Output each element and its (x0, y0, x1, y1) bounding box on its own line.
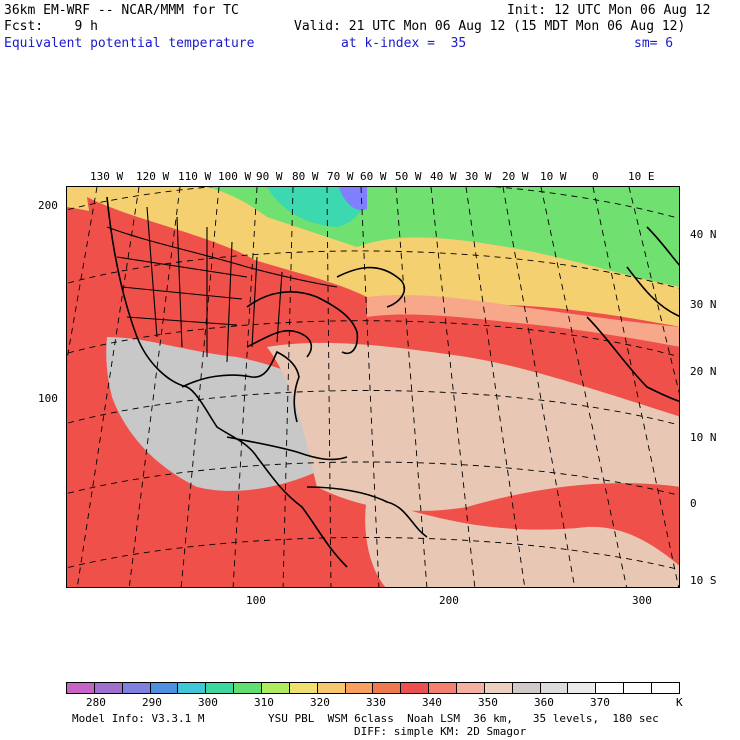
field-band-360 (106, 337, 375, 491)
lat-label: 10 S (690, 574, 717, 587)
lon-label: 80 W (292, 170, 319, 183)
colorbar-swatch (262, 683, 290, 693)
colorbar-swatch (652, 683, 679, 693)
init-time: Init: 12 UTC Mon 06 Aug 12 (507, 3, 711, 18)
lon-label: 130 W (90, 170, 124, 183)
grid-x-label: 100 (246, 594, 266, 607)
colorbar-swatch (568, 683, 597, 693)
colorbar-label: 320 (310, 696, 330, 709)
colorbar-label: 310 (254, 696, 274, 709)
lat-label: 0 (690, 497, 697, 510)
colorbar-swatch (373, 683, 402, 693)
diffusion-info: DIFF: simple KM: 2D Smagor (354, 725, 527, 738)
map-svg (67, 187, 679, 587)
field-band-290 (339, 187, 367, 211)
k-index: at k-index = 35 (341, 36, 467, 51)
colorbar-label: 280 (86, 696, 106, 709)
lon-label: 40 W (430, 170, 457, 183)
colorbar-label: 350 (478, 696, 498, 709)
lat-label: 30 N (690, 298, 717, 311)
lon-label: 50 W (395, 170, 422, 183)
colorbar-swatch (429, 683, 458, 693)
colorbar-swatch (317, 683, 346, 693)
model-title: 36km EM-WRF -- NCAR/MMM for TC (4, 3, 239, 18)
colorbar-swatch (67, 683, 95, 693)
colorbar-swatch (512, 683, 541, 693)
model-info: Model Info: V3.3.1 M (72, 712, 205, 725)
lat-label: 10 N (690, 431, 717, 444)
grid-x-label: 300 (632, 594, 652, 607)
lon-label: 10 W (540, 170, 567, 183)
colorbar-swatch (150, 683, 179, 693)
colorbar-label: 340 (422, 696, 442, 709)
colorbar-unit: K (676, 696, 683, 709)
lon-label: 20 W (502, 170, 529, 183)
grid-y-label: 200 (38, 199, 58, 212)
colorbar-label: 300 (198, 696, 218, 709)
colorbar-label: 360 (534, 696, 554, 709)
colorbar-swatch (596, 683, 625, 693)
lon-label: 70 W (327, 170, 354, 183)
colorbar-swatch (94, 683, 123, 693)
colorbar-swatch (624, 683, 653, 693)
valid-time: Valid: 21 UTC Mon 06 Aug 12 (15 MDT Mon … (294, 19, 686, 34)
colorbar-swatch (401, 683, 430, 693)
field-name: Equivalent potential temperature (4, 36, 255, 51)
colorbar-label: 290 (142, 696, 162, 709)
colorbar-swatch (289, 683, 318, 693)
colorbar-swatch (234, 683, 263, 693)
field-band-300 (267, 187, 367, 227)
colorbar-label: 330 (366, 696, 386, 709)
lat-label: 40 N (690, 228, 717, 241)
lon-label: 30 W (465, 170, 492, 183)
coastlines (106, 196, 679, 568)
colorbar-swatch (457, 683, 485, 693)
physics-info: YSU PBL WSM 6class Noah LSM 36 km, 35 le… (268, 712, 659, 725)
lon-label: 110 W (178, 170, 212, 183)
colorbar-swatch (345, 683, 374, 693)
colorbar-swatch (206, 683, 235, 693)
colorbar-swatch (122, 683, 151, 693)
forecast-hour: Fcst: 9 h (4, 19, 98, 34)
field-band-350-south (365, 497, 679, 587)
colorbar (66, 682, 680, 694)
field-band-340 (87, 197, 307, 357)
colorbar-swatch (540, 683, 569, 693)
theta-e-map (66, 186, 680, 588)
political-borders (106, 206, 338, 363)
lon-label: 0 (592, 170, 599, 183)
grid-x-label: 200 (439, 594, 459, 607)
lon-label: 120 W (136, 170, 170, 183)
lon-label: 60 W (360, 170, 387, 183)
grid-y-label: 100 (38, 392, 58, 405)
lon-label: 10 E (628, 170, 655, 183)
graticule (67, 187, 679, 587)
colorbar-swatch (484, 683, 513, 693)
lat-label: 20 N (690, 365, 717, 378)
field-band-345 (367, 295, 679, 347)
smoothing: sm= 6 (634, 36, 674, 51)
colorbar-label: 370 (590, 696, 610, 709)
colorbar-swatch (178, 683, 207, 693)
lon-label: 90 W (256, 170, 283, 183)
lon-label: 100 W (218, 170, 252, 183)
